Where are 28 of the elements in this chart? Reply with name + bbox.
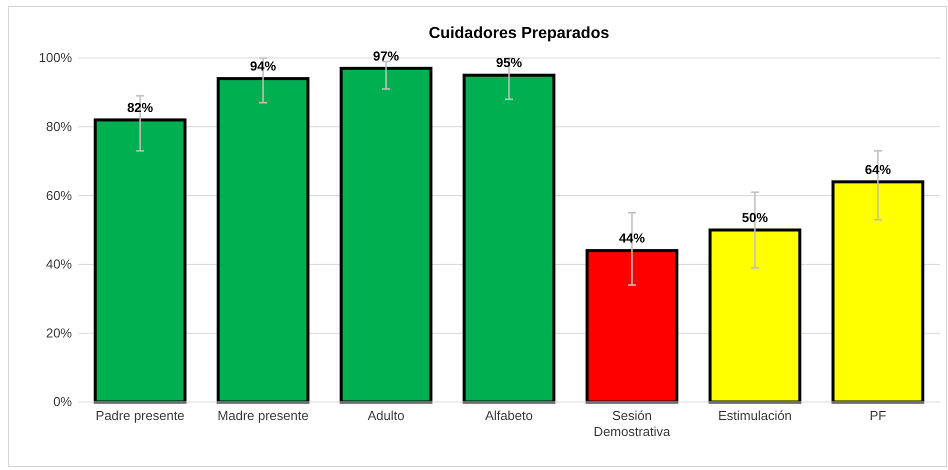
y-tick-label: 20% [46, 325, 72, 340]
bar [586, 249, 678, 404]
bar [832, 180, 924, 404]
y-tick-label: 60% [46, 188, 72, 203]
data-label: 95% [496, 55, 522, 70]
data-label: 82% [127, 100, 154, 115]
chart-title: Cuidadores Preparados [428, 25, 610, 42]
x-tick-label: Adulto [368, 408, 404, 424]
bar [340, 66, 432, 404]
data-label: 94% [250, 58, 277, 74]
data-label: 44% [618, 230, 646, 246]
y-tick-label: 100% [38, 50, 72, 66]
data-label: 97% [373, 48, 400, 64]
data-label: 64% [864, 162, 892, 177]
bar [708, 228, 802, 404]
x-tick-label: Alfabeto [485, 408, 533, 424]
y-tick-label: 40% [46, 256, 72, 272]
data-label: 50% [742, 210, 768, 225]
x-tick-label: Estimulación [718, 408, 792, 424]
x-tick-label: Padre presente [96, 408, 185, 424]
x-tick-label: Madre presente [218, 408, 309, 424]
bar [462, 74, 556, 404]
y-tick-label: 0% [53, 394, 72, 410]
bar [216, 77, 310, 404]
y-tick-label: 80% [46, 118, 72, 134]
x-tick-label: PF [870, 408, 886, 424]
bar [94, 118, 186, 404]
x-tick-label: Sesión Demostrativa [594, 408, 672, 439]
